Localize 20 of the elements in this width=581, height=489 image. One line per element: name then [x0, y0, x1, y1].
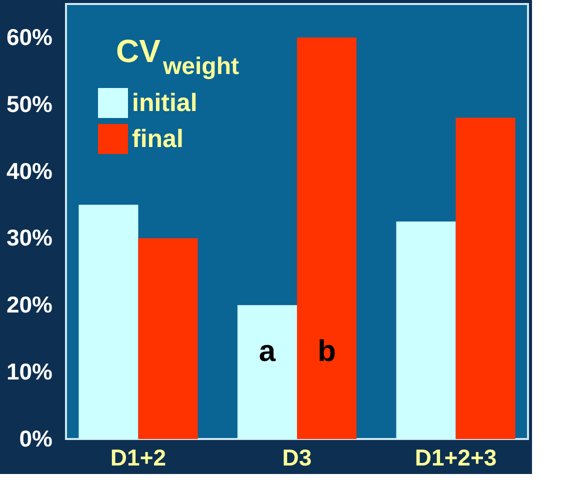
annotation: a	[258, 335, 276, 368]
x-tick-label: D1+2+3	[414, 444, 497, 470]
annotation: b	[318, 335, 336, 368]
bar	[297, 37, 357, 439]
y-tick-label: 50%	[6, 90, 52, 117]
y-tick-label: 20%	[6, 292, 52, 318]
y-tick-label: 30%	[6, 224, 52, 251]
bar	[396, 222, 456, 439]
y-tick-label: 40%	[6, 158, 52, 184]
legend-label: initial	[132, 89, 198, 117]
y-tick-label: 10%	[6, 358, 52, 385]
legend-label: final	[132, 125, 184, 153]
bar	[456, 118, 516, 439]
bar	[237, 305, 297, 439]
x-tick-label: D3	[282, 444, 312, 470]
y-tick-label: 0%	[19, 426, 52, 452]
bar	[138, 238, 198, 439]
bar	[78, 204, 138, 439]
y-tick-label: 60%	[6, 24, 52, 50]
x-tick-label: D1+2	[110, 444, 166, 470]
